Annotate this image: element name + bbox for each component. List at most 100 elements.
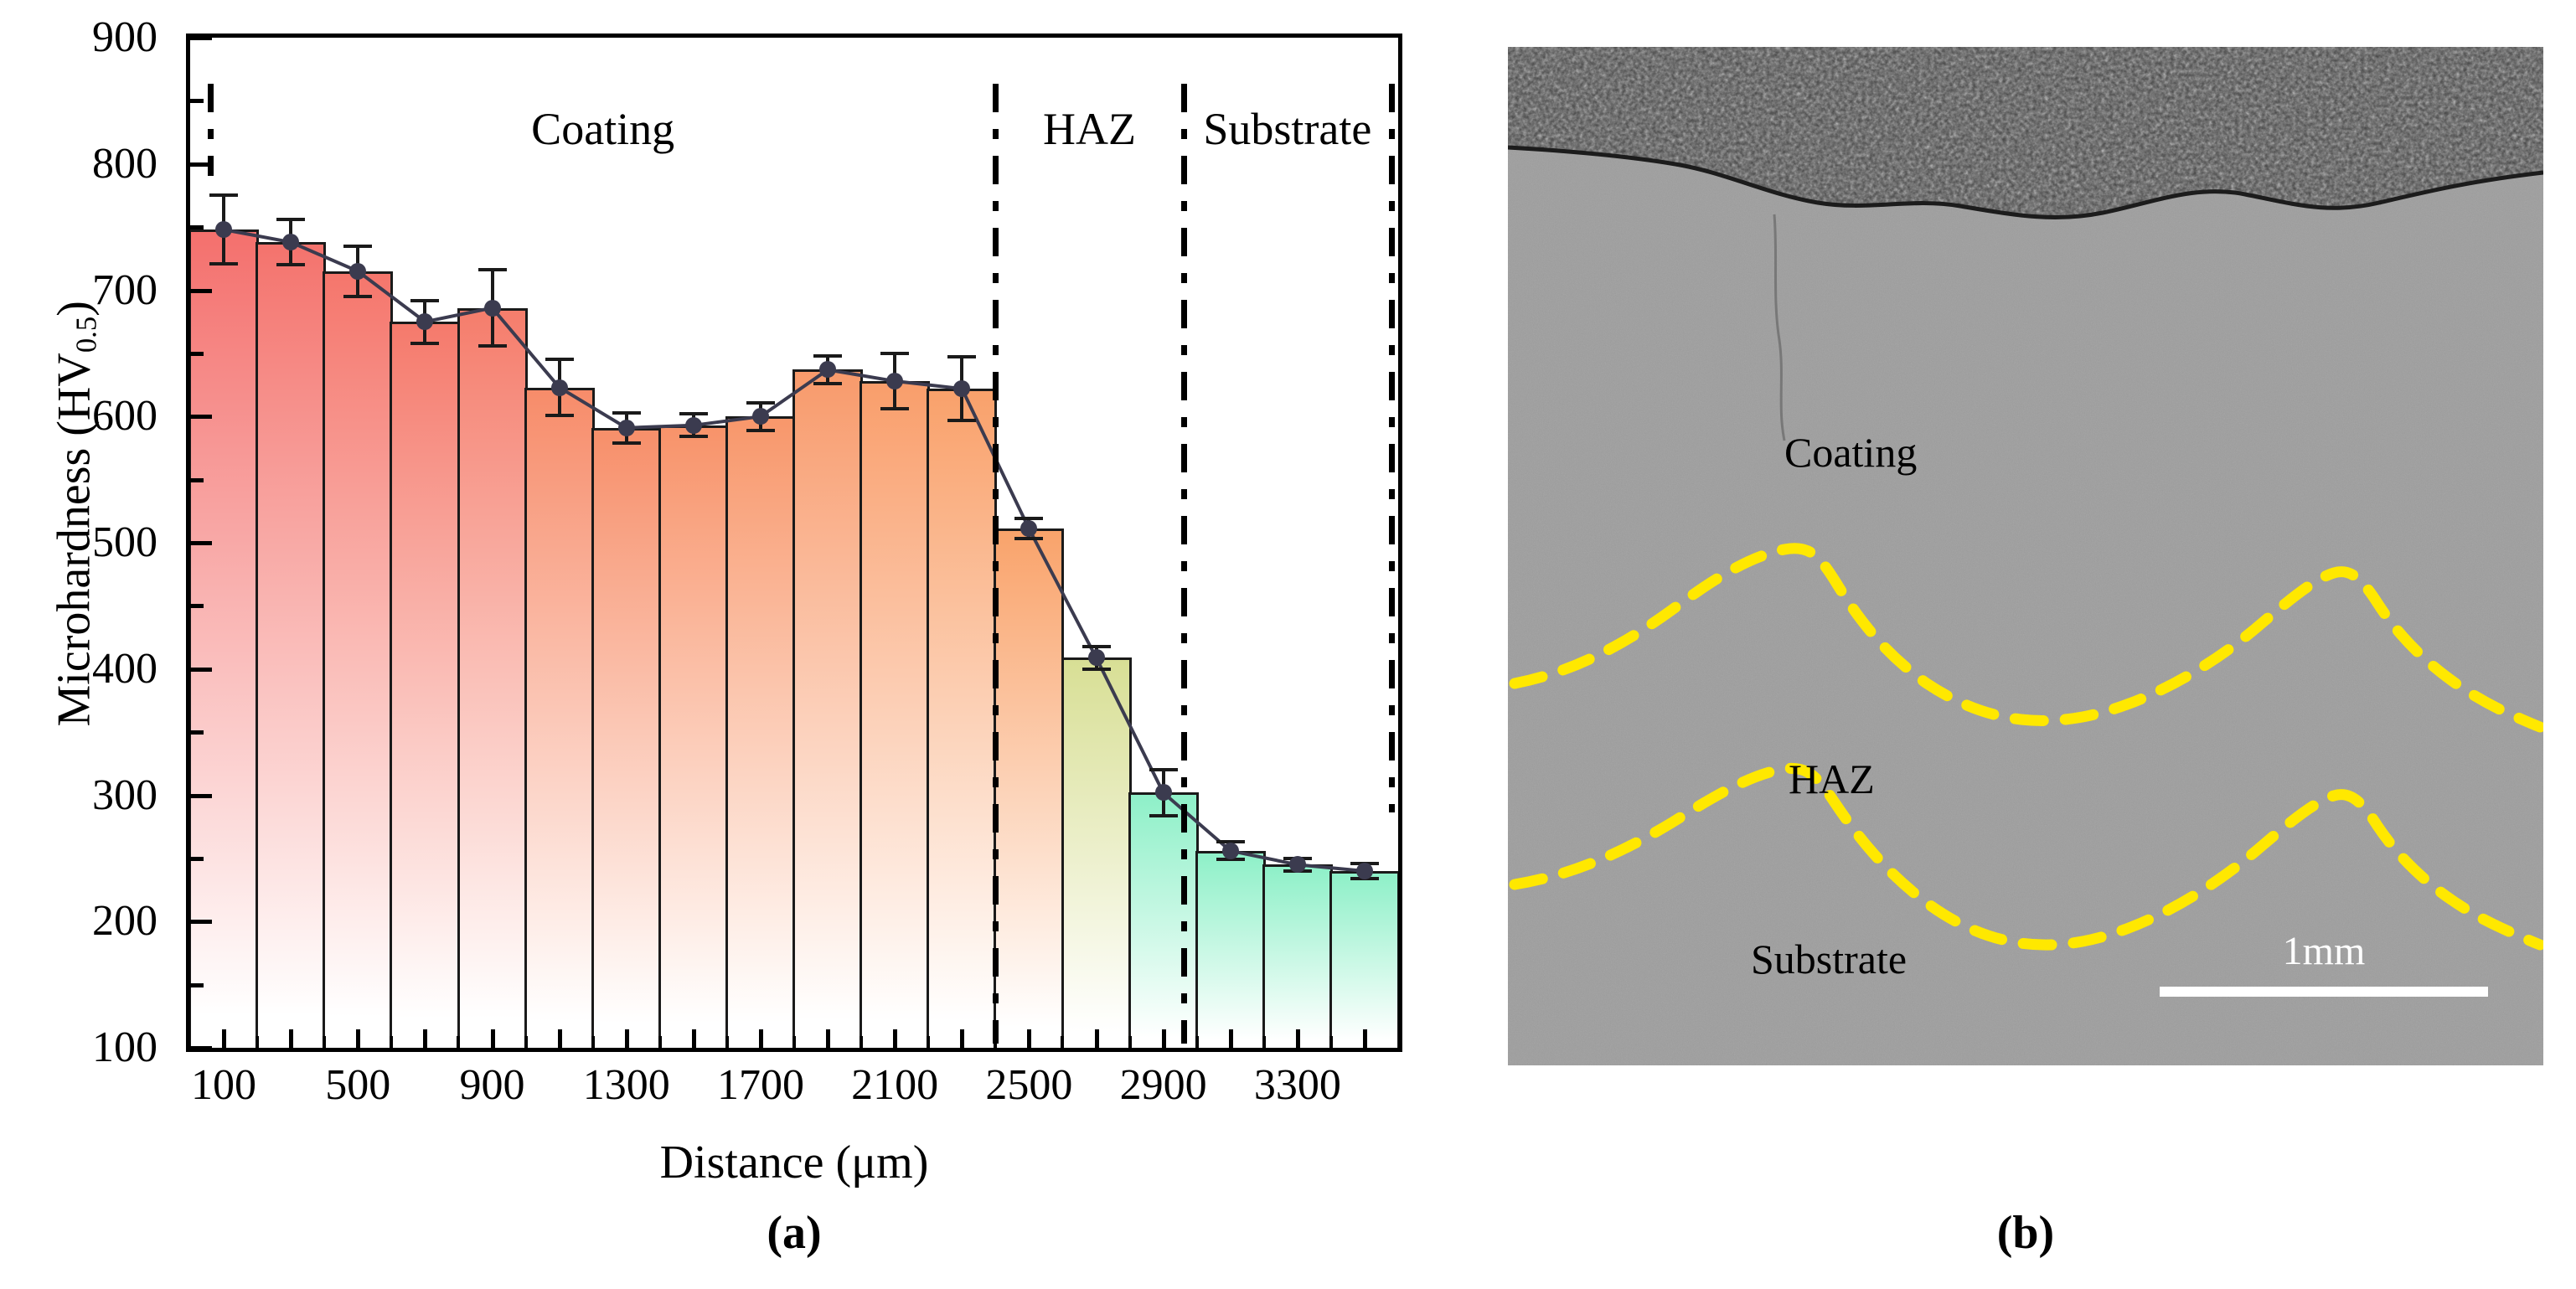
x-tick-minor (591, 1036, 595, 1048)
error-bar-cap (276, 218, 306, 222)
y-axis-title-main: Microhardness (HV (48, 353, 101, 727)
error-bar-cap (1014, 537, 1044, 541)
x-tick-minor (1195, 1036, 1199, 1048)
error-bar-cap (1082, 644, 1111, 648)
x-tick-minor (725, 1036, 729, 1048)
bar (390, 322, 461, 1048)
x-tick-minor (994, 1036, 998, 1048)
x-axis-title: Distance (μm) (659, 1137, 929, 1188)
y-tick-minor (190, 351, 204, 356)
x-tick-minor (658, 1036, 662, 1048)
y-axis-title-sub: 0.5 (70, 316, 103, 353)
y-tick-label: 100 (92, 1023, 157, 1071)
y-axis-title-suffix: ) (48, 301, 101, 317)
x-tick-label: 900 (459, 1061, 525, 1109)
y-tick-minor (190, 477, 204, 482)
x-tick-minor (927, 1036, 931, 1048)
y-tick-label: 200 (92, 897, 157, 946)
y-tick-minor (190, 730, 204, 735)
data-point-marker (416, 313, 434, 331)
error-bar-cap (209, 261, 239, 266)
x-tick-minor (1061, 1036, 1065, 1048)
panel-a-caption: (a) (767, 1207, 822, 1259)
plot-area: Coating HAZ Substrate (186, 34, 1402, 1052)
error-bar-cap (746, 428, 775, 432)
x-tick (1027, 1029, 1032, 1048)
x-tick (960, 1029, 965, 1048)
x-tick-minor (1262, 1036, 1266, 1048)
y-tick-minor (190, 982, 204, 987)
y-tick-label: 400 (92, 644, 157, 693)
data-point-marker (886, 373, 904, 390)
x-tick-minor (1329, 1036, 1333, 1048)
sem-image-svg (1508, 47, 2543, 1065)
error-bar-cap (478, 268, 507, 272)
y-tick (190, 541, 212, 545)
y-tick (190, 38, 212, 40)
y-tick (190, 288, 212, 293)
y-tick-label: 900 (92, 13, 157, 61)
x-tick (490, 1029, 495, 1048)
error-bar-cap (746, 400, 775, 405)
y-tick (190, 1046, 212, 1048)
data-point-marker (953, 380, 971, 398)
sem-micrograph: Coating HAZ Substrate 1mm (1508, 47, 2543, 1065)
x-tick-label: 3300 (1253, 1061, 1341, 1109)
bar (725, 416, 796, 1048)
region-label-coating: Coating (531, 104, 675, 154)
error-bar-cap (545, 413, 574, 417)
x-tick (423, 1029, 428, 1048)
x-tick-label: 1700 (716, 1061, 804, 1109)
bar (1061, 657, 1132, 1048)
data-point-marker (550, 379, 568, 396)
scalebar-line (2160, 987, 2488, 997)
data-point-marker (751, 408, 769, 425)
x-tick-label: 2500 (985, 1061, 1073, 1109)
plot-inner: Coating HAZ Substrate (190, 38, 1398, 1048)
data-point-marker (215, 221, 233, 239)
error-bar-cap (612, 410, 641, 415)
x-tick-minor (860, 1036, 864, 1048)
error-bar-cap (1149, 813, 1178, 817)
data-point-marker (1221, 842, 1239, 859)
scalebar-label: 1mm (2282, 929, 2366, 973)
data-point-marker (282, 234, 300, 251)
x-tick (356, 1029, 361, 1048)
data-point-marker (1020, 520, 1038, 538)
region-divider (208, 84, 214, 176)
data-point-marker (1355, 862, 1373, 879)
error-bar-cap (947, 355, 977, 359)
error-bar-cap (813, 382, 843, 386)
bar (658, 425, 729, 1048)
data-point-marker (684, 416, 702, 434)
error-bar-cap (1216, 858, 1245, 862)
x-tick (1094, 1029, 1099, 1048)
error-bar-cap (679, 412, 708, 416)
x-tick (624, 1029, 629, 1048)
data-point-marker (349, 262, 367, 280)
x-tick-minor (457, 1036, 461, 1048)
error-bar-cap (410, 341, 440, 345)
error-bar-cap (209, 193, 239, 198)
error-bar-cap (1149, 768, 1178, 772)
error-bar-cap (1216, 840, 1245, 844)
x-tick (758, 1029, 763, 1048)
x-tick (1228, 1029, 1233, 1048)
bar (323, 271, 394, 1048)
error-bar-cap (947, 418, 977, 422)
y-axis-labels: 100 200 300 400 500 600 700 800 900 (0, 0, 186, 1289)
error-bar-cap (880, 407, 910, 411)
y-tick-minor (190, 604, 204, 609)
x-tick-label: 2100 (851, 1061, 939, 1109)
y-tick (190, 667, 212, 672)
x-tick (289, 1029, 294, 1048)
error-bar-cap (612, 441, 641, 445)
region-label-substrate: Substrate (1203, 104, 1372, 154)
y-tick-label: 700 (92, 266, 157, 314)
y-tick-minor (190, 225, 204, 230)
x-tick-minor (323, 1036, 327, 1048)
y-tick (190, 793, 212, 798)
x-tick (557, 1029, 562, 1048)
x-tick-label: 500 (325, 1061, 391, 1109)
